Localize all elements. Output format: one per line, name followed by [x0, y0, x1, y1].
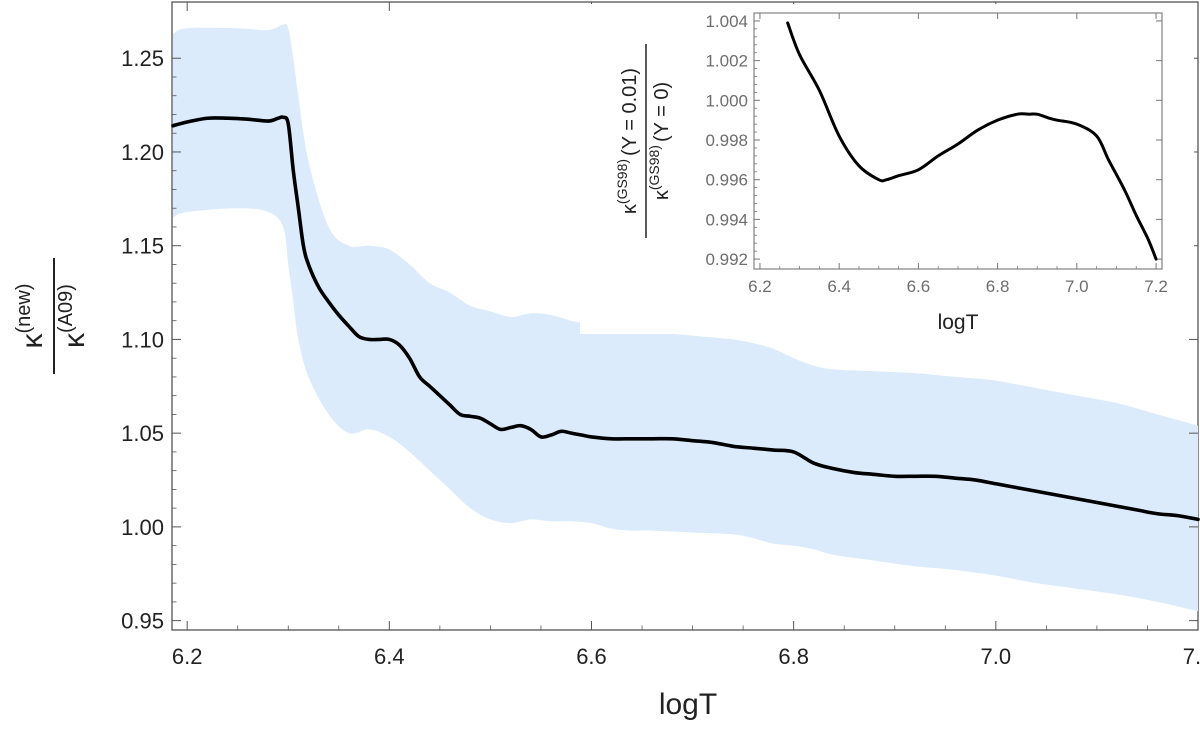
main-x-tick-label: 6.6 [576, 644, 607, 669]
main-x-tick-label: 6.2 [172, 644, 203, 669]
inset-x-tick-label: 6.2 [748, 277, 772, 296]
main-series-line [171, 115, 1200, 522]
inset-y-tick-label: 0.994 [705, 210, 748, 229]
main-x-tick-label: 7.0 [981, 644, 1012, 669]
main-y-tick-label: 1.20 [121, 140, 164, 165]
inset-y-numerator: κ(GS98)(Y = 0.01) [614, 68, 641, 214]
inset-x-tick-label: 7.2 [1144, 277, 1168, 296]
inset-y-tick-label: 1.002 [705, 52, 748, 71]
inset-y-axis-label: κ(GS98)(Y = 0.01) κ(GS98)(Y = 0) [614, 44, 673, 238]
main-uncertainty-band-layer [173, 24, 1198, 612]
main-y-tick-label: 1.05 [121, 421, 164, 446]
main-y-numerator: κ(new) [13, 283, 49, 348]
main-ticks-layer: 6.2 6.4 6.6 6.8 7.0 7.2 0.95 1.00 1.05 1.10 1.15 1.… [121, 2, 1200, 669]
main-y-tick-label: 1.15 [121, 234, 164, 259]
main-x-tick-label: 7.2 [1183, 644, 1200, 669]
inset-y-tick-label: 0.998 [705, 131, 748, 150]
inset-y-tick-label: 0.996 [705, 171, 748, 190]
main-y-tick-label: 0.95 [121, 609, 164, 634]
inset-x-tick-label: 6.6 [907, 277, 931, 296]
inset-x-tick-label: 6.8 [986, 277, 1010, 296]
inset-line-layer [786, 21, 1158, 261]
main-x-axis-label: logT [659, 688, 717, 721]
main-y-denominator: κ(A09) [55, 284, 91, 348]
main-y-tick-label: 1.25 [121, 46, 164, 71]
inset-y-tick-label: 1.004 [705, 12, 748, 31]
main-y-axis-label: κ(new) κ(A09) [13, 258, 91, 374]
inset-series-line [786, 21, 1158, 261]
main-x-tick-label: 6.4 [374, 644, 405, 669]
main-plot-frame [171, 1, 1199, 631]
inset-x-tick-label: 6.4 [827, 277, 851, 296]
inset-x-axis-label: logT [938, 311, 979, 334]
inset-x-tick-label: 7.0 [1065, 277, 1089, 296]
inset-y-tick-label: 0.992 [705, 250, 748, 269]
main-y-tick-label: 1.00 [121, 515, 164, 540]
main-uncertainty-band [173, 24, 1198, 612]
main-line-layer [171, 115, 1200, 522]
inset-y-tick-label: 1.000 [705, 91, 748, 110]
main-x-tick-label: 6.8 [778, 644, 809, 669]
inset-y-denominator: κ(GS98)(Y = 0) [646, 82, 673, 200]
main-y-tick-label: 1.10 [121, 327, 164, 352]
inset-ticks-layer: 6.2 6.4 6.6 6.8 7.0 7.2 0.992 0.994 0.996 0.998 1.… [705, 12, 1167, 296]
inset-background [580, 4, 1194, 334]
